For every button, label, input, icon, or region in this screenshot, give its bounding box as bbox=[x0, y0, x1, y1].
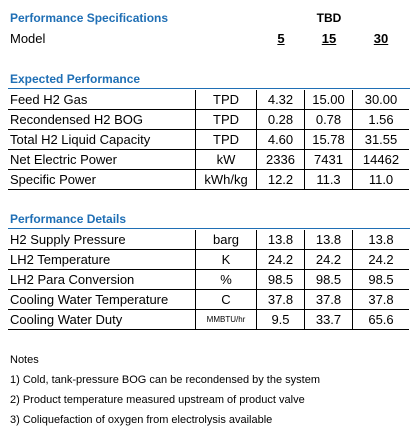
row-value: 2336 bbox=[257, 150, 305, 170]
row-value: 31.55 bbox=[353, 130, 409, 150]
row-unit: TPD bbox=[196, 130, 257, 150]
note: 2) Product temperature measured upstream… bbox=[10, 394, 305, 406]
row-value: 24.2 bbox=[257, 250, 305, 270]
model-number: 15 bbox=[321, 31, 337, 46]
row-value: 98.5 bbox=[353, 270, 409, 290]
section-rule bbox=[8, 88, 410, 89]
model-label: Model bbox=[10, 31, 46, 46]
row-value: 12.2 bbox=[257, 170, 305, 190]
row-unit: TPD bbox=[196, 110, 257, 130]
section-rule bbox=[8, 228, 410, 229]
row-value: 33.7 bbox=[305, 310, 353, 330]
row-value: 30.00 bbox=[353, 90, 409, 110]
row-value: 7431 bbox=[305, 150, 353, 170]
row-label: LH2 Para Conversion bbox=[8, 270, 196, 290]
row-unit: % bbox=[196, 270, 257, 290]
row-value: 37.8 bbox=[353, 290, 409, 310]
row-value: 0.28 bbox=[257, 110, 305, 130]
row-value: 98.5 bbox=[257, 270, 305, 290]
row-value: 65.6 bbox=[353, 310, 409, 330]
row-unit: MMBTU/hr bbox=[196, 310, 257, 330]
row-value: 24.2 bbox=[305, 250, 353, 270]
row-label: Total H2 Liquid Capacity bbox=[8, 130, 196, 150]
row-value: 11.0 bbox=[353, 170, 409, 190]
row-value: 11.3 bbox=[305, 170, 353, 190]
note: 3) Coliquefaction of oxygen from electro… bbox=[10, 414, 273, 426]
row-value: 4.60 bbox=[257, 130, 305, 150]
row-value: 0.78 bbox=[305, 110, 353, 130]
title: Performance Specifications bbox=[10, 11, 169, 25]
row-unit: kWh/kg bbox=[196, 170, 257, 190]
row-label: Net Electric Power bbox=[8, 150, 196, 170]
row-value: 37.8 bbox=[305, 290, 353, 310]
row-value: 98.5 bbox=[305, 270, 353, 290]
row-value: 4.32 bbox=[257, 90, 305, 110]
row-unit: TPD bbox=[196, 90, 257, 110]
row-label: Cooling Water Duty bbox=[8, 310, 196, 330]
row-label: LH2 Temperature bbox=[8, 250, 196, 270]
row-label: Feed H2 Gas bbox=[8, 90, 196, 110]
row-value: 13.8 bbox=[305, 230, 353, 250]
row-value: 13.8 bbox=[257, 230, 305, 250]
tbd: TBD bbox=[316, 11, 342, 25]
row-unit: barg bbox=[196, 230, 257, 250]
row-label: H2 Supply Pressure bbox=[8, 230, 196, 250]
row-value: 24.2 bbox=[353, 250, 409, 270]
row-unit: K bbox=[196, 250, 257, 270]
note: 1) Cold, tank-pressure BOG can be recond… bbox=[10, 374, 320, 386]
row-unit: kW bbox=[196, 150, 257, 170]
row-value: 14462 bbox=[353, 150, 409, 170]
model-number: 30 bbox=[373, 31, 389, 46]
row-value: 9.5 bbox=[257, 310, 305, 330]
row-value: 37.8 bbox=[257, 290, 305, 310]
row-label: Cooling Water Temperature bbox=[8, 290, 196, 310]
row-value: 1.56 bbox=[353, 110, 409, 130]
row-value: 15.00 bbox=[305, 90, 353, 110]
model-number: 5 bbox=[277, 31, 285, 46]
row-unit: C bbox=[196, 290, 257, 310]
section-title: Expected Performance bbox=[10, 72, 141, 86]
row-value: 15.78 bbox=[305, 130, 353, 150]
row-label: Specific Power bbox=[8, 170, 196, 190]
row-value: 13.8 bbox=[353, 230, 409, 250]
notes-title: Notes bbox=[10, 354, 39, 366]
section-title: Performance Details bbox=[10, 212, 127, 226]
row-label: Recondensed H2 BOG bbox=[8, 110, 196, 130]
